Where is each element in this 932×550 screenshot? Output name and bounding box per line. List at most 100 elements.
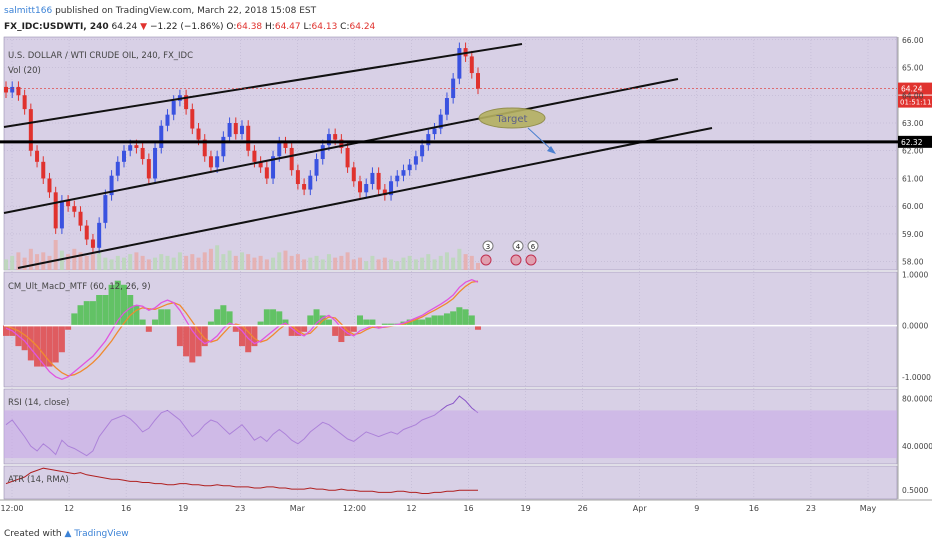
histogram-bar [102,295,109,326]
candle [221,136,226,157]
y-tick-label: 65.00 [902,64,924,73]
event-bubble [527,240,539,252]
histogram-bar [65,325,72,330]
target-ellipse [478,107,546,129]
candle [134,145,139,148]
y-tick-label: 62.00 [902,147,924,156]
candle [376,172,381,190]
price-axis-bg [898,37,932,499]
volume-bar [283,250,288,270]
volume-bar [345,252,350,270]
volume-bar [389,259,394,270]
volume-bar [59,250,64,270]
candle [351,167,356,182]
histogram-bar [375,325,382,328]
volume-bar [407,255,412,270]
volume-bar [364,261,369,270]
last-price-tag [898,82,932,95]
volume-bar [41,252,46,270]
volume-bar [314,255,319,270]
histogram-bar [58,325,65,353]
histogram-bar [456,307,463,326]
volume-bar [308,257,313,270]
candle [395,175,400,182]
volume-bar [302,259,307,270]
volume-bar [382,257,387,270]
event-label: 6 [531,243,536,251]
histogram-bar [89,301,96,326]
volume-bar [420,257,425,270]
volume-bar [221,254,226,270]
candle [4,86,8,93]
histogram-bar [176,325,183,347]
close-value: 64.24 [349,22,376,32]
histogram-bar [388,323,395,326]
tradingview-link[interactable]: TradingView [74,529,129,539]
histogram-bar [257,321,264,326]
volume-bar [432,259,437,270]
event-bubble [482,240,494,252]
candle [22,95,27,110]
author-link[interactable]: salmitt166 [4,6,53,16]
histogram-bar [369,319,376,326]
volume-bar [295,254,300,270]
x-tick-label: May [860,504,877,513]
histogram-bar [381,323,388,326]
volume-bar [339,255,344,270]
histogram-bar [46,325,53,367]
y-tick-label: 59.00 [902,230,924,239]
histogram-bar [450,311,457,326]
candle [10,86,15,93]
down-arrow-icon: ▼ [140,22,148,32]
tradingview-logo-icon[interactable]: ▲ [64,529,72,539]
volume-bar [16,252,21,270]
candle [283,142,288,148]
volume-bar [4,259,8,270]
atr-line [5,467,478,494]
candle [109,175,114,196]
histogram-bar [207,321,214,326]
rsi-band [4,410,897,459]
candle [66,200,71,207]
candle [326,134,331,146]
histogram-bar [437,315,444,326]
histogram-bar [139,319,146,326]
y-tick-label: 58.00 [902,258,924,267]
volume-bar [208,248,213,270]
histogram-bar [270,309,277,326]
candle [84,225,89,240]
volume-bar [233,255,238,270]
histogram-bar [475,325,481,330]
pane-title: ATR (14, RMA) [8,475,69,485]
histogram-bar [325,319,332,326]
histogram-bar [145,325,152,332]
x-tick-label: 12 [406,504,416,513]
histogram-bar [183,325,190,357]
x-tick-label: 16 [749,504,759,513]
volume-bar [128,254,133,270]
y-tick-label: 0.5000 [902,486,928,495]
volume-bar [426,254,431,270]
last-price-label: 64.24 [901,85,923,94]
candle [320,145,325,160]
candle [122,150,126,162]
histogram-bar [338,325,345,343]
x-tick-label: Apr [633,504,648,513]
candle [289,147,294,171]
histogram-bar [214,309,221,326]
countdown-tag [898,95,932,108]
level-label: 62.32 [901,138,923,147]
histogram-bar [226,311,233,326]
high-label: H: [265,22,275,32]
volume-bar [351,259,356,270]
symbol[interactable]: FX_IDC:USDWTI, 240 [4,22,109,32]
histogram-bar [239,325,245,347]
volume-bar [246,254,251,270]
volume-bar [22,257,27,270]
y-tick-label: 40.0000 [902,442,932,451]
volume-bar [258,255,263,270]
candle [420,145,425,157]
volume-bar [184,255,189,270]
candle [153,147,158,179]
event-label: 3 [486,243,490,251]
